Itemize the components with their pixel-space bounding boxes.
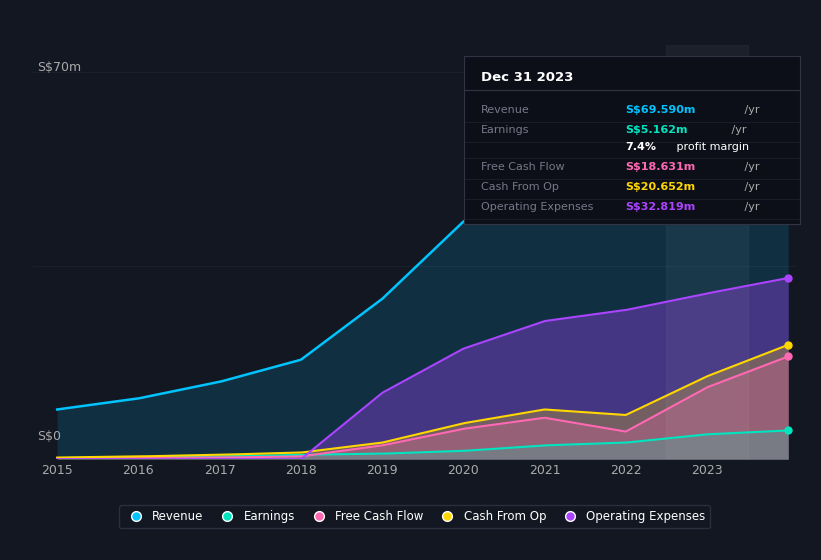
Text: S$69.590m: S$69.590m (626, 105, 696, 115)
Text: Operating Expenses: Operating Expenses (481, 202, 593, 212)
Text: /yr: /yr (741, 162, 759, 172)
Text: Dec 31 2023: Dec 31 2023 (481, 71, 573, 84)
Text: S$18.631m: S$18.631m (626, 162, 695, 172)
Text: S$70m: S$70m (37, 62, 80, 74)
Text: /yr: /yr (727, 125, 746, 135)
Text: S$20.652m: S$20.652m (626, 182, 695, 192)
Text: S$5.162m: S$5.162m (626, 125, 688, 135)
Text: Cash From Op: Cash From Op (481, 182, 558, 192)
Text: Free Cash Flow: Free Cash Flow (481, 162, 564, 172)
Text: /yr: /yr (741, 202, 759, 212)
Text: S$32.819m: S$32.819m (626, 202, 695, 212)
Legend: Revenue, Earnings, Free Cash Flow, Cash From Op, Operating Expenses: Revenue, Earnings, Free Cash Flow, Cash … (119, 506, 710, 528)
Text: /yr: /yr (741, 105, 759, 115)
Text: /yr: /yr (741, 182, 759, 192)
Text: S$0: S$0 (37, 430, 61, 442)
Text: Earnings: Earnings (481, 125, 530, 135)
Bar (667, 45, 748, 459)
Text: Revenue: Revenue (481, 105, 530, 115)
Text: profit margin: profit margin (672, 142, 749, 152)
Text: 7.4%: 7.4% (626, 142, 657, 152)
